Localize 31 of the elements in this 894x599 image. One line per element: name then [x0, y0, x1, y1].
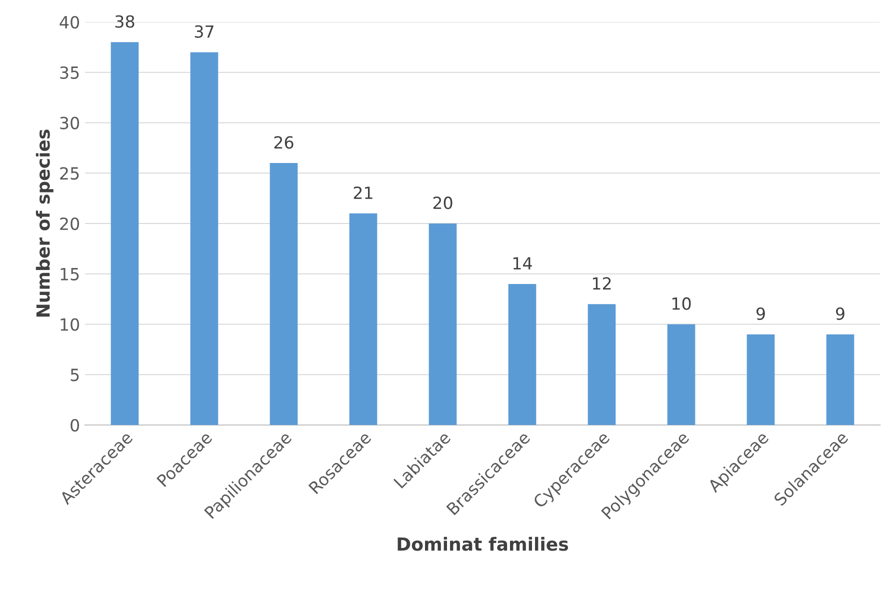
y-tick-label: 15 [60, 268, 79, 280]
y-tick-label: 10 [60, 318, 80, 331]
y-tick-label: 40 [60, 16, 80, 29]
bar [826, 334, 854, 425]
data-label: 10 [672, 297, 691, 310]
data-label: 14 [513, 257, 532, 270]
data-label: 9 [756, 307, 765, 320]
y-axis-title: Number of species [36, 130, 54, 317]
bar [588, 304, 616, 425]
data-label: 38 [115, 15, 134, 28]
y-tick-label: 20 [60, 217, 80, 230]
y-tick-label: 25 [60, 167, 79, 180]
data-label: 12 [592, 277, 611, 290]
bar [190, 52, 218, 425]
data-label: 21 [354, 186, 372, 199]
bar [667, 324, 696, 425]
x-axis-title: Dominat families [398, 536, 568, 551]
bar [270, 163, 298, 425]
bar [508, 284, 536, 425]
data-label: 9 [836, 307, 844, 320]
y-tick-label: 35 [60, 66, 79, 79]
data-label: 20 [433, 196, 452, 210]
data-label: 37 [194, 25, 214, 38]
bar [746, 334, 775, 425]
bar [428, 224, 457, 425]
y-tick-label: 30 [60, 116, 80, 130]
y-tick-label: 5 [70, 368, 79, 382]
y-tick-label: 0 [70, 418, 80, 432]
bar [349, 213, 378, 425]
data-label: 26 [274, 136, 294, 149]
bar [110, 42, 139, 425]
